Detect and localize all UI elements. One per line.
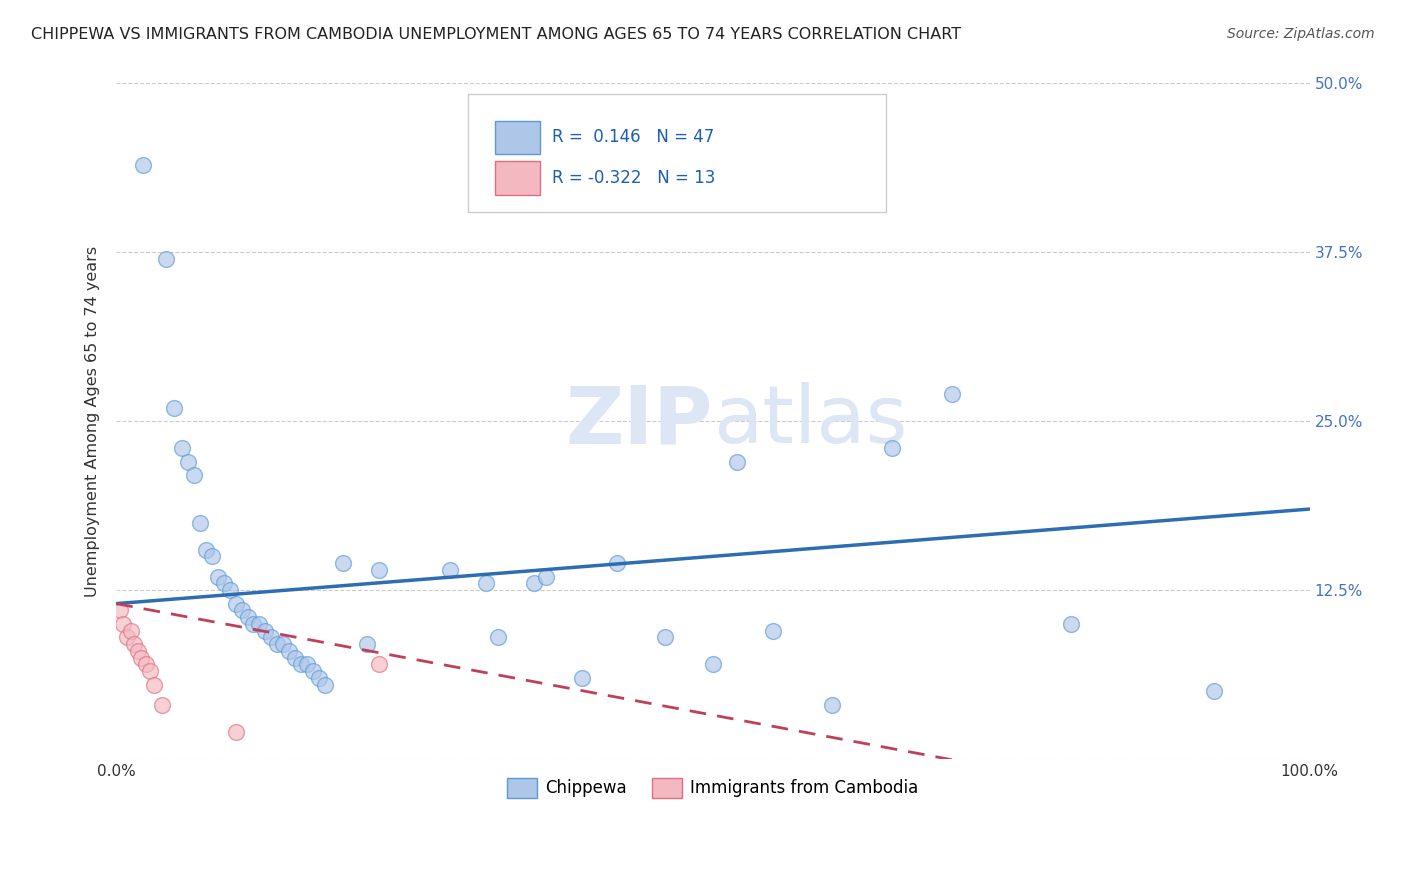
Point (212, 576, 235, 591)
Point (108, 603, 131, 617)
Y-axis label: Unemployment Among Ages 65 to 74 years: Unemployment Among Ages 65 to 74 years (86, 245, 100, 597)
Point (150, 698, 173, 712)
Point (702, 657, 724, 672)
Point (188, 516, 211, 530)
Point (725, 455, 748, 469)
Point (1202, 684, 1225, 698)
FancyBboxPatch shape (468, 94, 886, 211)
Point (183, 468, 205, 483)
Point (941, 387, 963, 401)
Point (654, 631, 676, 645)
Point (367, 563, 389, 577)
Point (236, 610, 259, 624)
Point (486, 631, 509, 645)
Point (1060, 616, 1083, 631)
Point (231, 603, 253, 617)
Point (302, 664, 325, 678)
Point (308, 671, 330, 685)
Point (115, 631, 138, 645)
Point (260, 631, 283, 645)
Point (571, 671, 593, 685)
Point (523, 576, 546, 591)
Legend: Chippewa, Immigrants from Cambodia: Chippewa, Immigrants from Cambodia (501, 771, 925, 805)
Point (194, 542, 217, 557)
Point (290, 657, 312, 672)
Point (207, 569, 229, 583)
Point (143, 678, 166, 692)
Point (112, 616, 135, 631)
Point (606, 556, 628, 570)
Point (475, 576, 498, 591)
Text: ZIP: ZIP (565, 383, 713, 460)
Point (120, 624, 142, 638)
Point (273, 637, 295, 651)
Point (131, 157, 153, 171)
Point (155, 252, 177, 266)
Point (201, 549, 224, 564)
Text: R = -0.322   N = 13: R = -0.322 N = 13 (551, 169, 716, 187)
Point (534, 569, 557, 583)
Text: R =  0.146   N = 47: R = 0.146 N = 47 (551, 128, 714, 146)
Point (249, 616, 271, 631)
Bar (495, 120, 540, 154)
Point (314, 678, 336, 692)
Point (880, 442, 903, 456)
Point (218, 583, 240, 598)
Bar (495, 161, 540, 195)
Text: CHIPPEWA VS IMMIGRANTS FROM CAMBODIA UNEMPLOYMENT AMONG AGES 65 TO 74 YEARS CORR: CHIPPEWA VS IMMIGRANTS FROM CAMBODIA UNE… (31, 27, 962, 42)
Point (332, 556, 354, 570)
Point (135, 657, 157, 672)
Point (242, 616, 264, 631)
Point (821, 698, 844, 712)
Point (254, 624, 277, 638)
Text: Source: ZipAtlas.com: Source: ZipAtlas.com (1227, 27, 1375, 41)
Point (439, 563, 461, 577)
Point (177, 455, 200, 469)
Point (356, 637, 378, 651)
Text: atlas: atlas (713, 383, 907, 460)
Point (225, 597, 247, 611)
Point (162, 401, 184, 415)
Point (266, 637, 288, 651)
Point (170, 442, 193, 456)
Point (278, 644, 301, 658)
Point (127, 644, 149, 658)
Point (761, 624, 783, 638)
Point (138, 664, 160, 678)
Point (367, 657, 389, 672)
Point (225, 725, 247, 739)
Point (295, 657, 318, 672)
Point (131, 650, 153, 665)
Point (284, 650, 307, 665)
Point (122, 637, 145, 651)
